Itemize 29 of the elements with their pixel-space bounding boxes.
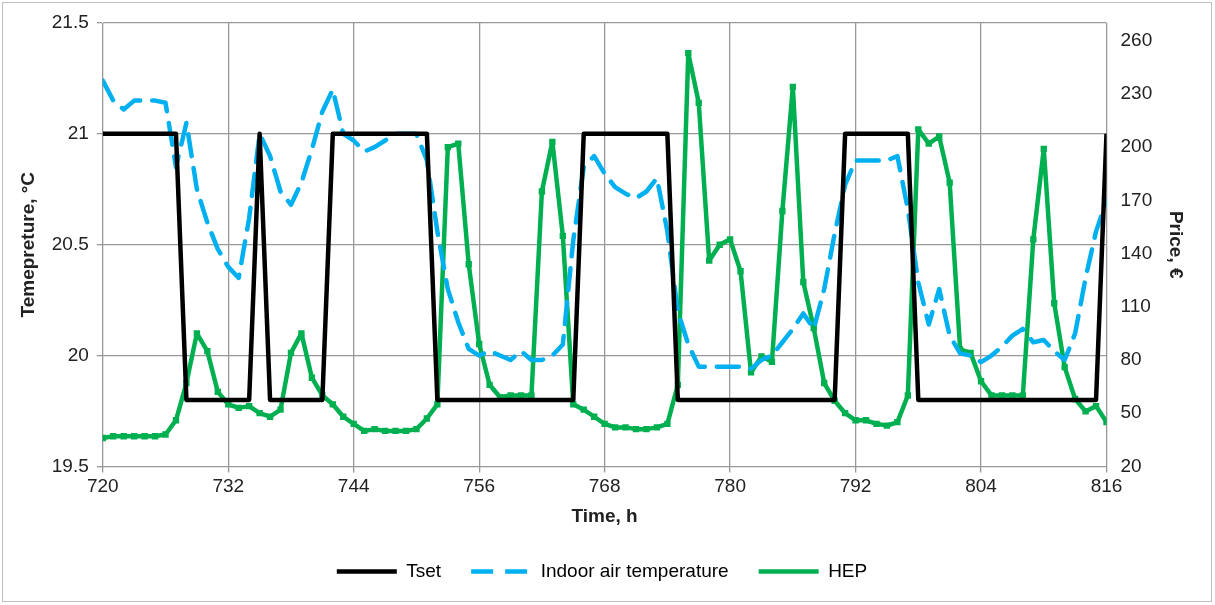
y2-tick-label: 140 xyxy=(1120,241,1153,263)
x-tick-label: 744 xyxy=(337,475,370,497)
legend-label: HEP xyxy=(828,559,868,581)
x-tick-label: 720 xyxy=(86,475,119,497)
x-tick-label: 756 xyxy=(463,475,496,497)
x-tick-label: 768 xyxy=(588,475,621,497)
y2-axis-title: Price, € xyxy=(1166,210,1188,279)
legend-label: Tset xyxy=(406,559,442,581)
legend-label: Indoor air temperature xyxy=(540,559,729,581)
y2-tick-label: 170 xyxy=(1120,188,1153,210)
y-tick-label: 20 xyxy=(67,343,89,365)
y2-tick-label: 230 xyxy=(1120,82,1153,104)
y2-tick-label: 200 xyxy=(1120,135,1153,157)
y-tick-label: 21 xyxy=(67,122,89,144)
y-tick-label: 21.5 xyxy=(51,11,89,33)
y-tick-label: 20.5 xyxy=(51,232,89,254)
y-tick-label: 19.5 xyxy=(51,454,89,476)
x-axis-title: Time, h xyxy=(571,504,638,526)
x-tick-label: 792 xyxy=(839,475,872,497)
y2-tick-label: 20 xyxy=(1120,454,1142,476)
y2-tick-label: 50 xyxy=(1120,401,1142,423)
y2-tick-label: 110 xyxy=(1120,295,1151,317)
x-tick-label: 816 xyxy=(1090,475,1123,497)
y-axis-title: Temepreture, °C xyxy=(16,171,38,318)
x-tick-label: 780 xyxy=(714,475,746,497)
y2-tick-label: 80 xyxy=(1120,348,1142,370)
x-tick-label: 732 xyxy=(212,475,245,497)
y2-tick-label: 260 xyxy=(1120,28,1153,50)
x-tick-label: 804 xyxy=(965,475,998,497)
